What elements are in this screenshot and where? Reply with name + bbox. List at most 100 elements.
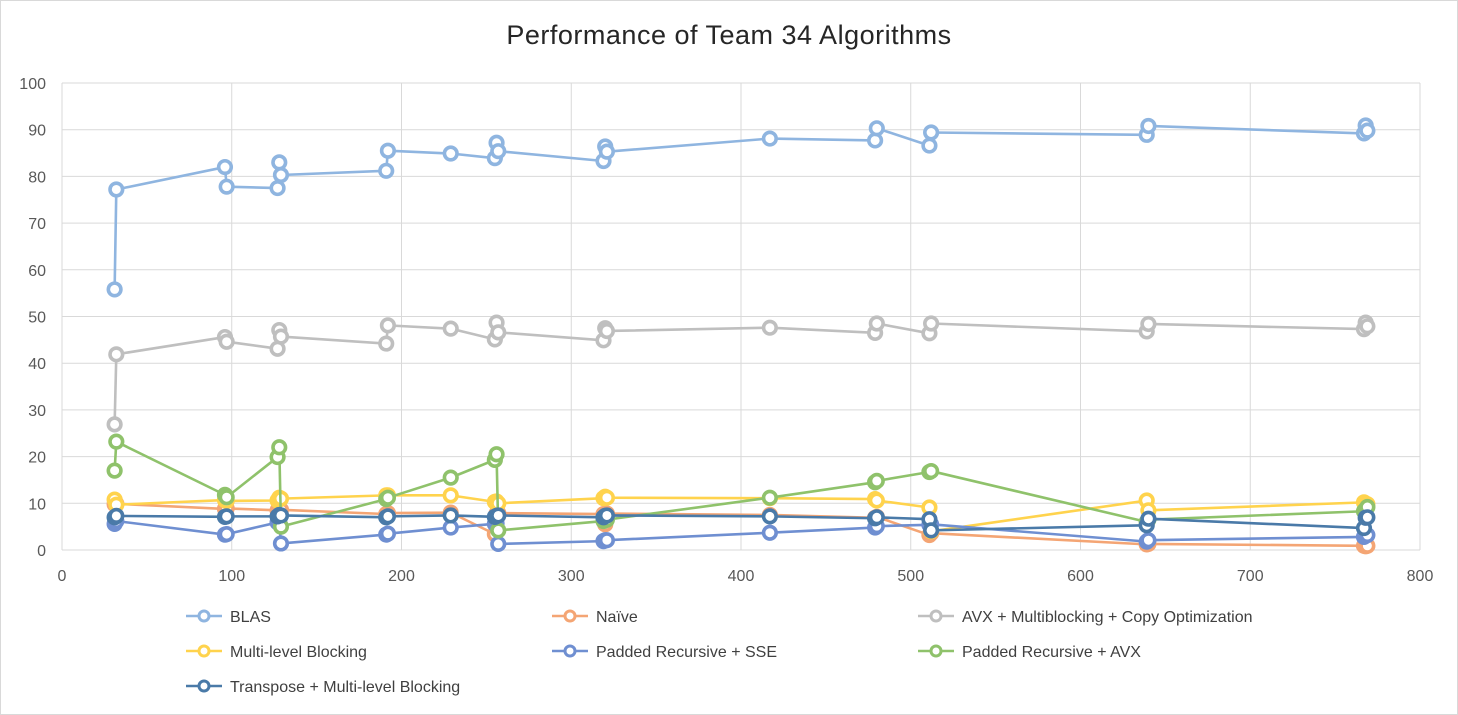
x-tick-label: 700 xyxy=(1237,568,1264,585)
data-point xyxy=(378,335,395,352)
data-point xyxy=(490,143,507,160)
data-point xyxy=(379,142,397,159)
x-tick-label: 600 xyxy=(1067,568,1094,585)
x-tick-label: 400 xyxy=(728,568,755,585)
data-point xyxy=(379,317,397,334)
data-point xyxy=(272,535,290,552)
data-point xyxy=(598,489,615,506)
legend-marker xyxy=(197,609,211,623)
data-point xyxy=(761,508,778,525)
legend-item: Transpose + Multi-level Blocking xyxy=(186,679,460,696)
series-0 xyxy=(106,117,1376,298)
data-point xyxy=(490,522,507,539)
data-point xyxy=(442,145,459,162)
data-point xyxy=(218,333,235,350)
data-point xyxy=(271,439,288,456)
data-point xyxy=(490,535,507,553)
legend-label: Padded Recursive + SSE xyxy=(596,644,777,661)
y-tick-label: 50 xyxy=(28,310,46,327)
data-point xyxy=(490,324,507,341)
series-2 xyxy=(106,314,1376,433)
legend-item: AVX + Multiblocking + Copy Optimization xyxy=(918,609,1253,626)
legend-label: BLAS xyxy=(230,609,271,626)
data-point xyxy=(442,487,459,504)
data-point xyxy=(921,137,938,154)
data-point xyxy=(868,120,885,137)
data-point xyxy=(1140,117,1157,135)
x-tick-label: 200 xyxy=(388,568,415,585)
data-point xyxy=(923,124,940,141)
data-point xyxy=(379,489,397,506)
data-point xyxy=(218,178,235,195)
data-point xyxy=(923,522,940,539)
data-point xyxy=(379,525,397,542)
data-point xyxy=(272,328,290,345)
x-tick-label: 500 xyxy=(897,568,924,585)
chart-title: Performance of Team 34 Algorithms xyxy=(506,20,952,50)
data-point xyxy=(218,489,235,506)
data-point xyxy=(868,472,885,489)
data-point xyxy=(216,158,234,176)
data-point xyxy=(490,507,507,524)
data-point xyxy=(108,507,125,525)
data-point xyxy=(442,320,459,337)
legend-item: Multi-level Blocking xyxy=(186,644,367,661)
data-point xyxy=(378,162,395,179)
y-tick-label: 60 xyxy=(28,263,46,280)
data-point xyxy=(598,507,615,524)
data-point xyxy=(106,416,123,433)
data-point xyxy=(269,179,286,197)
data-point xyxy=(868,492,885,509)
data-point xyxy=(442,469,459,486)
data-point xyxy=(761,319,778,336)
x-tick-label: 0 xyxy=(58,568,67,585)
data-point xyxy=(108,433,125,450)
data-point xyxy=(272,166,290,184)
y-tick-label: 90 xyxy=(28,123,46,140)
data-point xyxy=(868,315,885,332)
data-point xyxy=(442,507,459,524)
x-tick-label: 100 xyxy=(218,568,245,585)
data-point xyxy=(1140,532,1157,549)
grid-lines xyxy=(61,82,1421,551)
legend-item: BLAS xyxy=(186,609,271,626)
data-point xyxy=(218,508,235,525)
data-point xyxy=(218,526,235,543)
data-point xyxy=(761,489,778,506)
x-tick-label: 300 xyxy=(558,568,585,585)
data-point xyxy=(1359,509,1376,526)
y-tick-label: 100 xyxy=(19,76,46,93)
data-point xyxy=(868,509,885,526)
x-tick-label: 800 xyxy=(1407,568,1434,585)
legend-label: AVX + Multiblocking + Copy Optimization xyxy=(962,609,1253,626)
data-point xyxy=(923,315,940,332)
legend-marker xyxy=(197,644,211,658)
legend-label: Transpose + Multi-level Blocking xyxy=(230,679,460,696)
legend-label: Padded Recursive + AVX xyxy=(962,644,1141,661)
legend-marker xyxy=(197,679,211,693)
data-point xyxy=(271,154,288,171)
y-tick-label: 30 xyxy=(28,403,46,420)
data-point xyxy=(106,281,123,298)
y-tick-label: 70 xyxy=(28,216,46,233)
y-tick-label: 80 xyxy=(28,169,46,186)
data-point xyxy=(108,181,125,198)
axes: 0 10 20 30 40 50 60 70 80 90 100 0 100 200 300 400 500 60… xyxy=(19,76,1433,585)
y-tick-label: 0 xyxy=(37,543,46,560)
legend-label: Multi-level Blocking xyxy=(230,644,367,661)
legend: BLAS Naïve AVX + Multiblocking + Copy Opti… xyxy=(186,609,1253,696)
y-tick-label: 20 xyxy=(28,450,46,467)
data-point xyxy=(923,462,940,480)
data-point xyxy=(488,446,505,463)
data-point xyxy=(761,130,778,147)
series-6 xyxy=(106,506,1376,539)
legend-marker xyxy=(563,644,577,658)
y-tick-label: 40 xyxy=(28,356,46,373)
data-point xyxy=(1140,510,1157,527)
data-point xyxy=(1359,318,1376,335)
series-layer xyxy=(106,117,1376,555)
legend-marker xyxy=(929,644,943,658)
data-point xyxy=(108,346,125,363)
